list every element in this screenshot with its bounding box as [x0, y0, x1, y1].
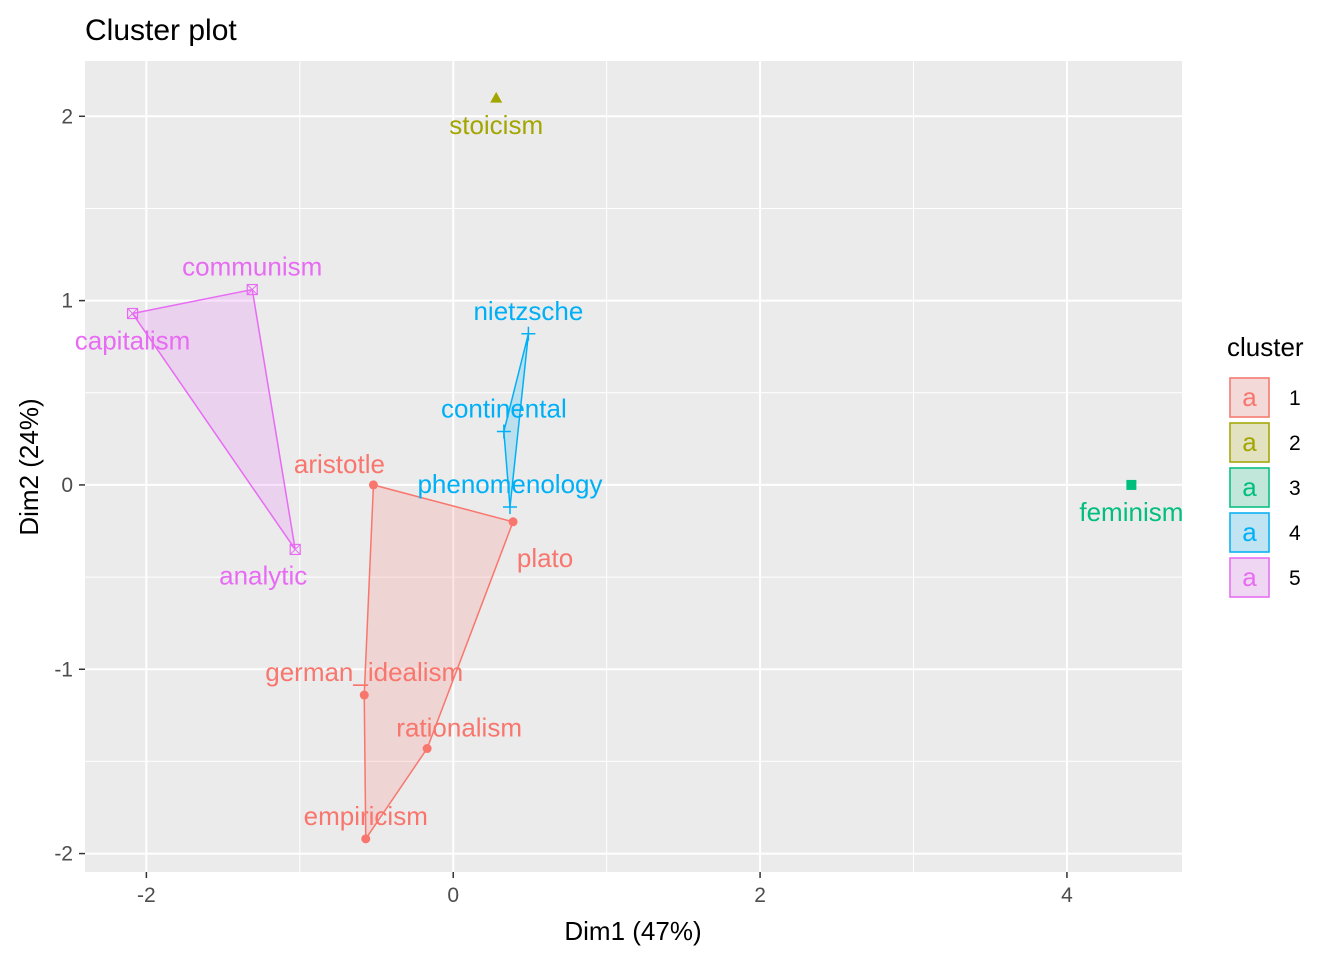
y-tick-label: 2 — [61, 105, 73, 128]
point-plato — [508, 517, 518, 527]
x-tick-label: 4 — [1061, 884, 1073, 907]
axes: -2 0 2 4 -2 -1 0 1 2 — [54, 105, 1073, 907]
legend-title: cluster — [1227, 332, 1304, 362]
legend-key-glyph: a — [1242, 427, 1257, 457]
point-marker-cross — [246, 284, 258, 295]
point-rationalism — [422, 744, 432, 754]
legend-key-glyph: a — [1242, 382, 1257, 412]
point-aristotle — [368, 480, 378, 490]
legend-key-bg — [1229, 467, 1270, 508]
x-tick-label: 2 — [754, 884, 766, 907]
point-label-communism: communism — [182, 252, 322, 282]
legend-key-glyph: a — [1242, 562, 1257, 592]
point-marker — [422, 744, 432, 754]
legend-key — [1229, 467, 1270, 508]
legend-key-glyph: a — [1242, 517, 1257, 547]
point-marker — [502, 500, 517, 515]
point-analytic — [289, 543, 301, 556]
y-axis-title: Dim2 (24%) — [14, 398, 44, 535]
point-marker — [368, 480, 378, 490]
grid-lines — [85, 61, 1182, 872]
point-label-nietzsche: nietzsche — [473, 296, 583, 326]
legend-label: 5 — [1289, 567, 1301, 590]
cluster-hulls — [131, 288, 530, 840]
legend-key-bg — [1229, 557, 1270, 598]
point-marker-cross — [127, 308, 138, 319]
point-marker — [126, 307, 139, 320]
legend-key — [1229, 512, 1270, 553]
y-tick-label: 1 — [61, 290, 73, 313]
point-phenomenology — [502, 500, 517, 515]
cluster-5-hull — [131, 288, 296, 551]
point-capitalism — [126, 307, 139, 320]
x-tick-label: 0 — [447, 884, 459, 907]
legend-label: 3 — [1289, 477, 1301, 500]
point-marker — [521, 326, 536, 341]
legend-label: 4 — [1289, 522, 1301, 545]
legend: cluster a 1a 2a 3a 4a 5 — [1227, 332, 1304, 598]
point-empiricism — [361, 834, 371, 844]
legend-key — [1229, 377, 1270, 418]
data-points — [126, 91, 1137, 844]
y-tick-label: 0 — [61, 474, 73, 497]
point-marker — [1126, 479, 1137, 490]
point-stoicism — [490, 91, 503, 103]
point-marker — [496, 424, 511, 439]
point-feminism — [1126, 479, 1137, 490]
point-label-analytic: analytic — [219, 560, 307, 590]
point-german_idealism — [359, 690, 369, 700]
point-label-feminism: feminism — [1079, 497, 1183, 527]
legend-label: 2 — [1289, 432, 1301, 455]
x-axis-title: Dim1 (47%) — [564, 916, 701, 946]
point-label-aristotle: aristotle — [294, 449, 385, 479]
legend-key — [1229, 557, 1270, 598]
point-communism — [246, 283, 258, 296]
y-tick-label: -2 — [54, 843, 73, 866]
point-marker — [359, 690, 369, 700]
point-label-plato: plato — [517, 543, 573, 573]
point-continental — [496, 424, 511, 439]
legend-key-bg — [1229, 512, 1270, 553]
legend-key — [1229, 422, 1270, 463]
cluster-4-hull — [503, 333, 530, 508]
point-labels: aristotle plato german_idealism rationalism… — [75, 110, 1184, 831]
point-marker — [246, 283, 258, 296]
point-label-phenomenology: phenomenology — [417, 469, 602, 499]
chart-title: Cluster plot — [85, 14, 237, 47]
cluster-1-hull — [363, 484, 514, 840]
y-tick-label: -1 — [54, 658, 73, 681]
legend-key-bg — [1229, 422, 1270, 463]
point-label-german_idealism: german_idealism — [265, 657, 463, 687]
legend-label: 1 — [1289, 387, 1301, 410]
point-marker — [508, 517, 518, 527]
point-marker — [289, 543, 301, 556]
plot-panel — [85, 61, 1182, 872]
point-nietzsche — [521, 326, 536, 341]
point-label-capitalism: capitalism — [75, 326, 191, 356]
point-marker-cross — [289, 544, 301, 555]
point-label-continental: continental — [441, 393, 567, 423]
point-label-empiricism: empiricism — [304, 801, 428, 831]
legend-key-bg — [1229, 377, 1270, 418]
point-marker — [361, 834, 371, 844]
point-label-stoicism: stoicism — [449, 110, 543, 140]
x-tick-label: -2 — [137, 884, 156, 907]
point-marker — [490, 91, 503, 103]
point-label-rationalism: rationalism — [396, 713, 522, 743]
legend-key-glyph: a — [1242, 472, 1257, 502]
